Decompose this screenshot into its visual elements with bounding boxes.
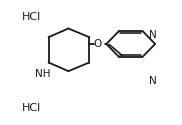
Text: HCl: HCl bbox=[22, 103, 42, 113]
Text: N: N bbox=[149, 76, 157, 86]
Text: NH: NH bbox=[35, 69, 51, 79]
Text: HCl: HCl bbox=[22, 12, 42, 22]
Text: O: O bbox=[93, 39, 101, 49]
Text: N: N bbox=[149, 30, 157, 40]
